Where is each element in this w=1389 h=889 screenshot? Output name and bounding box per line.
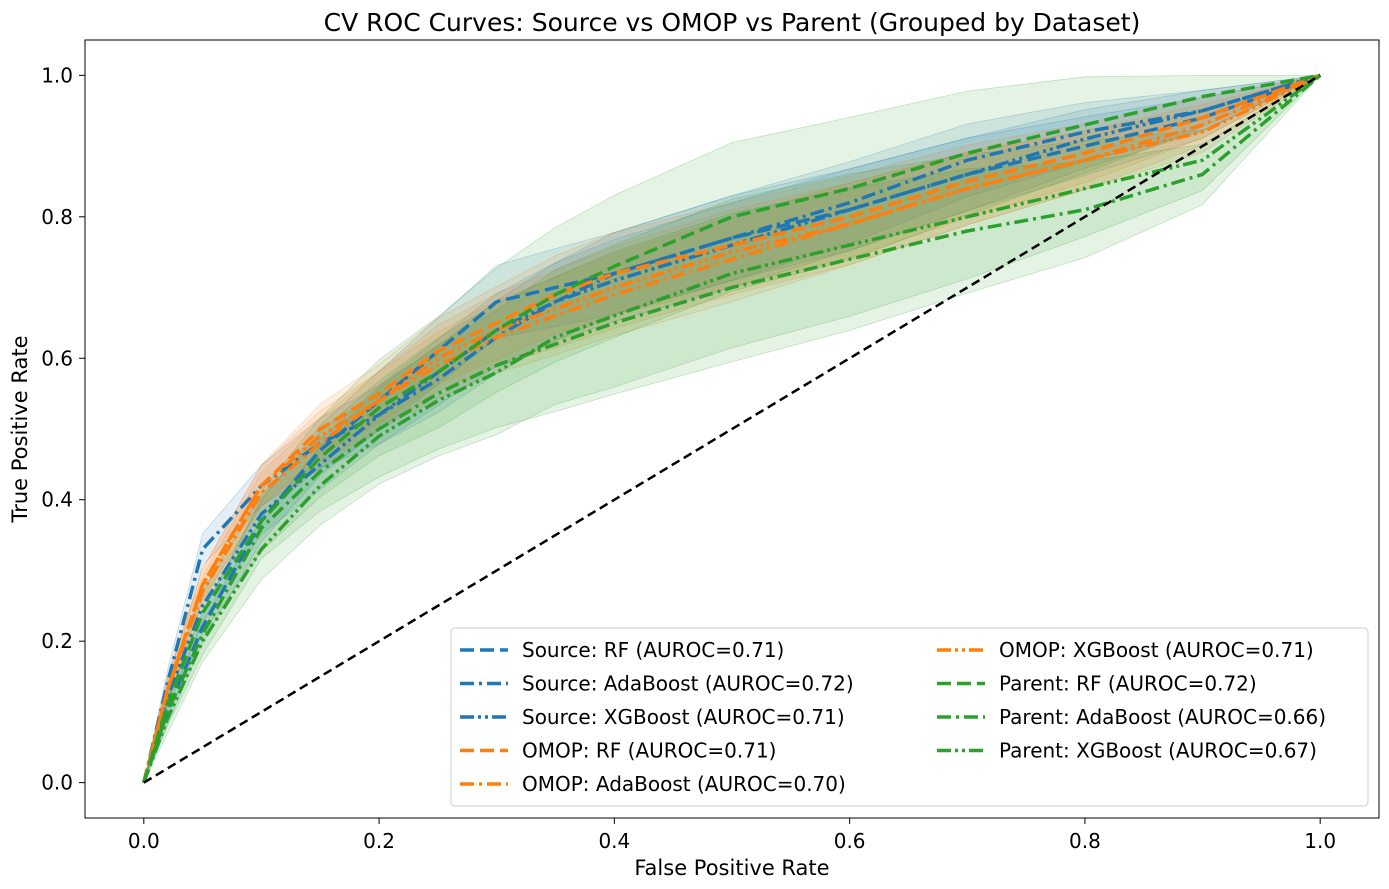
x-tick-label: 0.4 — [598, 829, 630, 853]
line-omop-xgboost-auroc-0-71 — [142, 73, 1321, 784]
legend-label: Source: XGBoost (AUROC=0.71) — [522, 705, 845, 729]
y-tick-label: 0.0 — [41, 771, 73, 795]
x-tick-label: 0.6 — [834, 829, 866, 853]
x-axis-label: False Positive Rate — [634, 856, 829, 880]
chart-title: CV ROC Curves: Source vs OMOP vs Parent … — [324, 8, 1141, 37]
line-parent-rf-auroc-0-72 — [142, 73, 1321, 784]
legend-label: Source: RF (AUROC=0.71) — [522, 638, 784, 662]
series-lines — [142, 73, 1322, 784]
legend-label: Source: AdaBoost (AUROC=0.72) — [522, 672, 854, 696]
chance-line — [143, 74, 1321, 784]
y-tick-label: 1.0 — [41, 63, 73, 87]
y-tick-label: 0.4 — [41, 488, 73, 512]
plot-frame — [84, 39, 1380, 819]
line-parent-xgboost-auroc-0-67 — [142, 73, 1322, 784]
legend-label: Parent: RF (AUROC=0.72) — [999, 672, 1257, 696]
legend-label: OMOP: XGBoost (AUROC=0.71) — [999, 638, 1314, 662]
y-axis-label: True Positive Rate — [8, 335, 32, 523]
y-tick-label: 0.6 — [41, 346, 73, 370]
x-axis: 0.0 0.2 0.4 0.6 0.8 1.0 — [128, 818, 1336, 853]
y-tick-label: 0.8 — [41, 205, 73, 229]
legend-label: Parent: AdaBoost (AUROC=0.66) — [999, 705, 1326, 729]
line-omop-adaboost-auroc-0-70 — [142, 73, 1321, 784]
legend-label: OMOP: AdaBoost (AUROC=0.70) — [522, 772, 846, 796]
x-tick-label: 0.0 — [128, 829, 160, 853]
y-tick-label: 0.2 — [41, 629, 73, 653]
x-tick-label: 1.0 — [1304, 829, 1336, 853]
legend: Source: RF (AUROC=0.71) Source: AdaBoost … — [450, 627, 1369, 807]
y-axis: 0.0 0.2 0.4 0.6 0.8 1.0 — [41, 63, 85, 795]
legend-label: Parent: XGBoost (AUROC=0.67) — [999, 739, 1317, 763]
x-tick-label: 0.2 — [363, 829, 395, 853]
line-source-rf-auroc-0-71 — [142, 73, 1321, 784]
line-source-xgboost-auroc-0-71 — [142, 73, 1321, 784]
legend-box — [450, 627, 1369, 807]
line-source-adaboost-auroc-0-72 — [142, 73, 1321, 784]
x-tick-label: 0.8 — [1069, 829, 1101, 853]
legend-label: OMOP: RF (AUROC=0.71) — [522, 739, 776, 763]
